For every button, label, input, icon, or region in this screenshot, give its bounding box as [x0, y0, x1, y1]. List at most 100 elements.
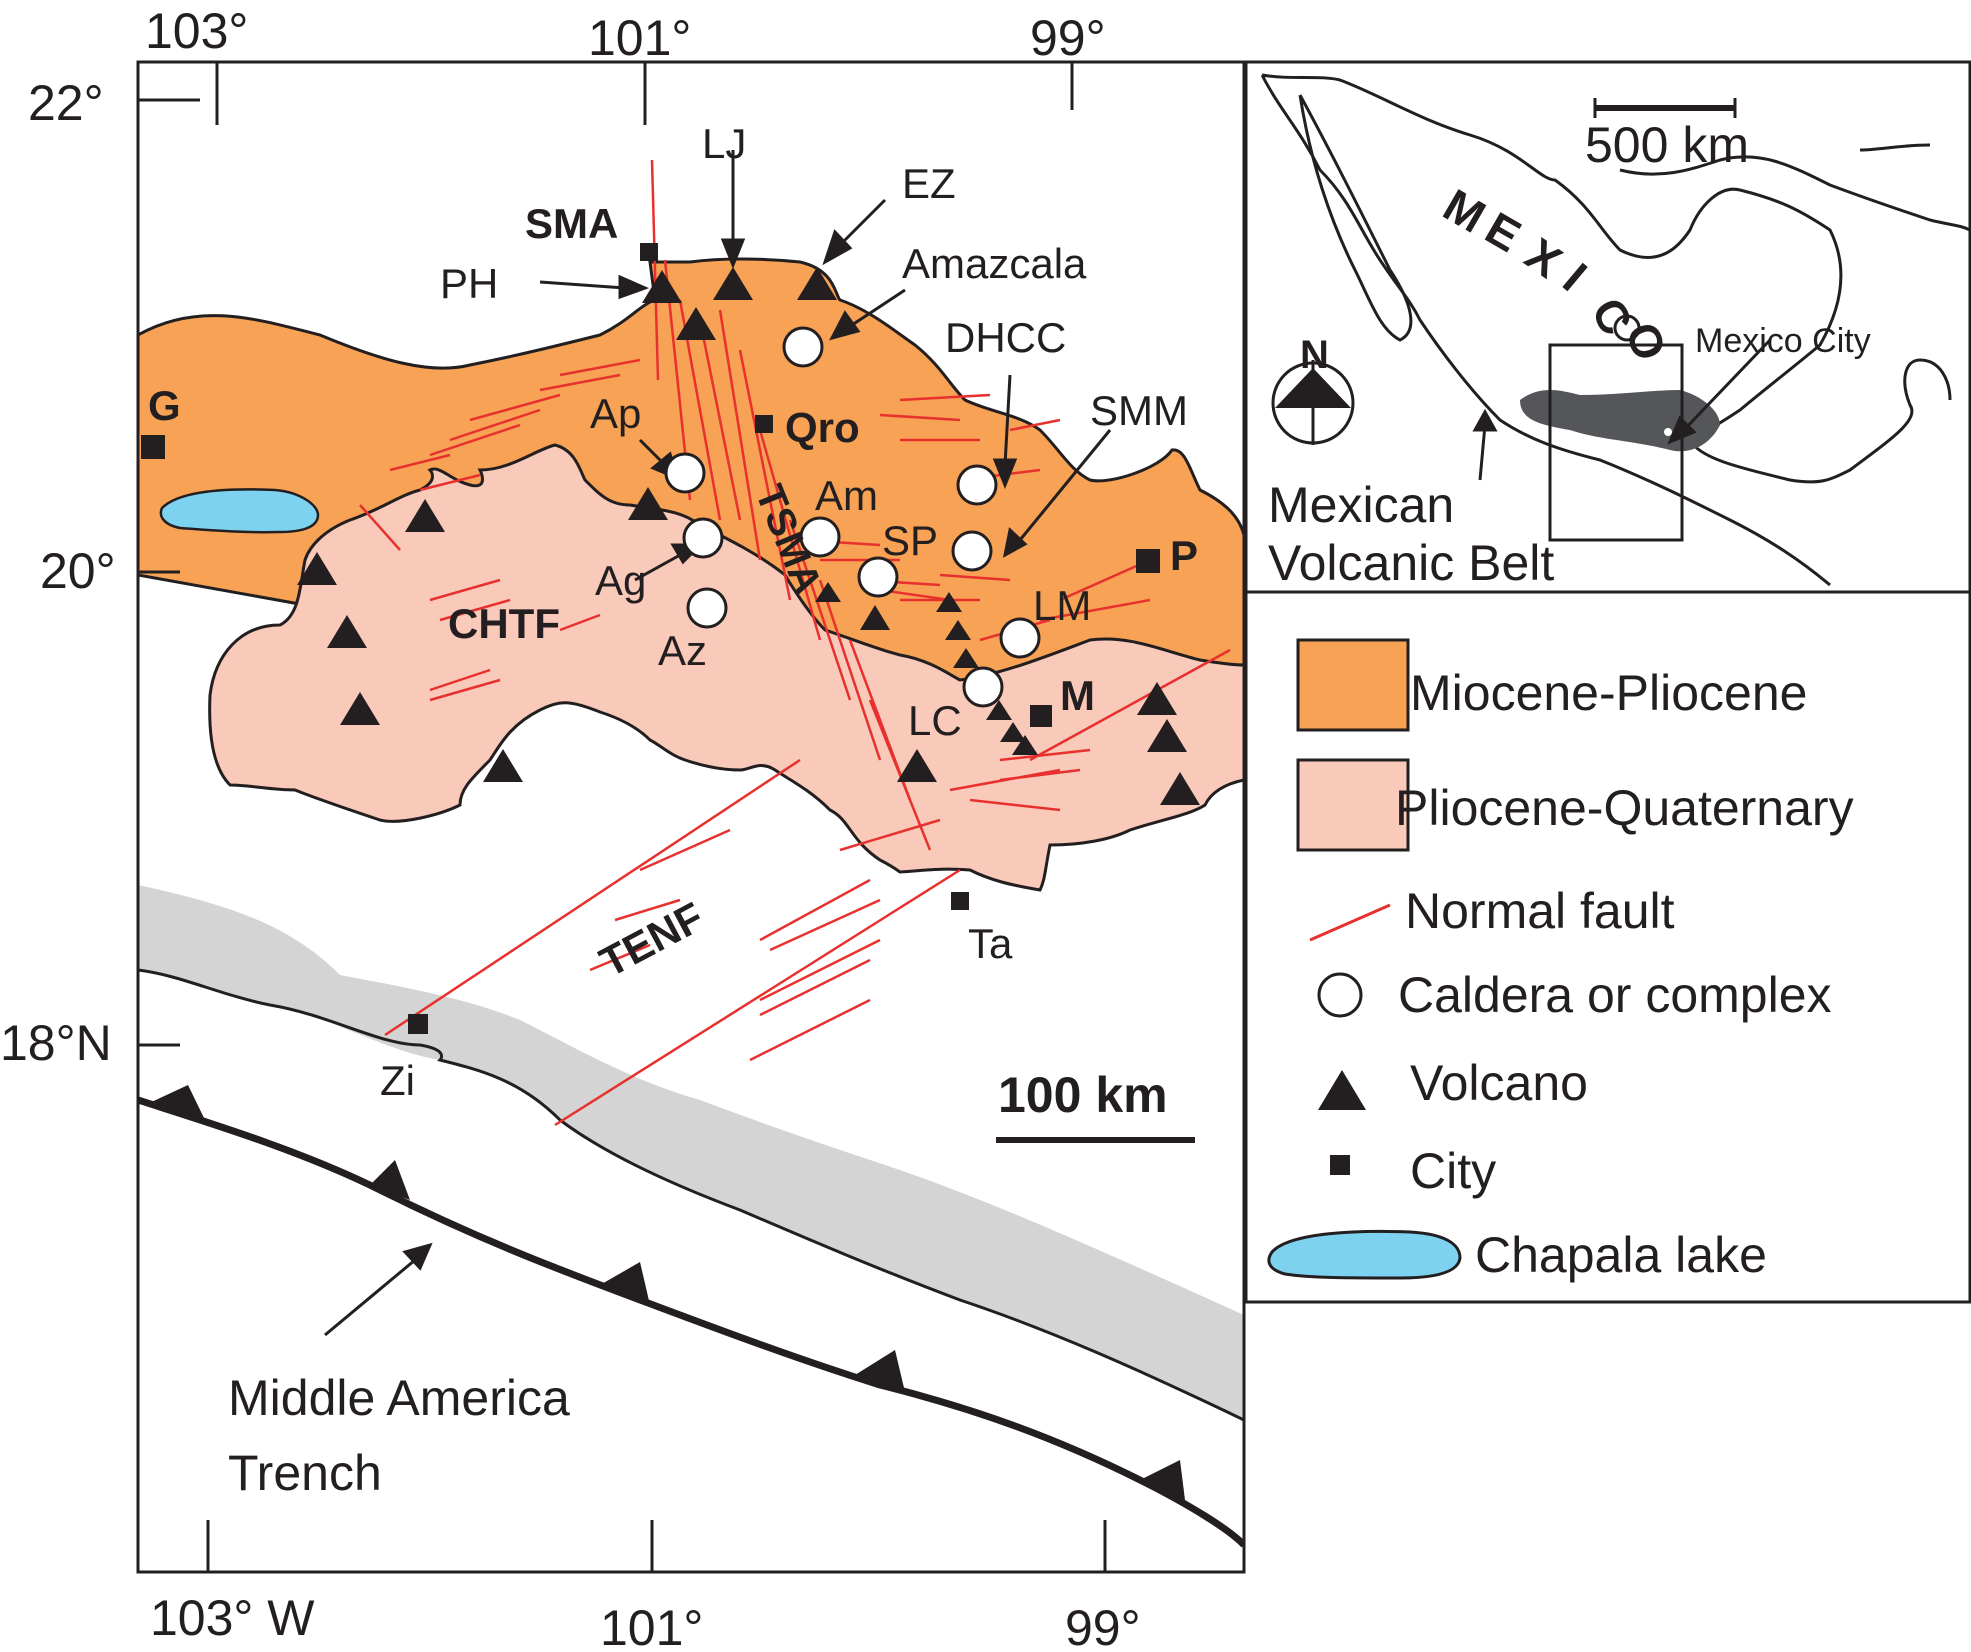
volcano-icon [713, 267, 753, 300]
volcano-icon [1000, 722, 1026, 742]
label-lc: LC [908, 697, 962, 744]
volcano-icon [860, 605, 890, 630]
volcano-icon [642, 270, 682, 303]
label-sp: SP [882, 517, 938, 564]
fault-line-icon [1309, 903, 1391, 942]
label-az: Az [658, 627, 707, 674]
volcano-icon [628, 487, 668, 520]
axis-ticks [138, 62, 1107, 1572]
top-lon-101: 101° [588, 10, 691, 66]
mexico-city-dot [1664, 428, 1672, 436]
caldera-icon [782, 326, 824, 368]
bottom-lon-101: 101° [600, 1600, 703, 1652]
city-label-m: M [1060, 672, 1095, 719]
lat-20: 20° [40, 543, 116, 599]
bottom-lon-99: 99° [1065, 1600, 1141, 1652]
coastal-band [138, 885, 1244, 1420]
legend-label-miocene: Miocene-Pliocene [1410, 665, 1807, 721]
city-square-icon [1330, 1155, 1350, 1175]
bottom-lon-103: 103° W [150, 1590, 315, 1646]
middle-america-trench [138, 1096, 1244, 1548]
city-icon [755, 415, 773, 433]
calderas [664, 326, 1041, 708]
label-am: Am [815, 472, 878, 519]
inset-northeast-coast [1619, 143, 1970, 232]
caldera-icon [682, 517, 724, 559]
legend-label-pliocene: Pliocene-Quaternary [1395, 780, 1854, 836]
city-label-p: P [1170, 532, 1198, 579]
legend-label-city: City [1410, 1143, 1496, 1199]
volcano-icon [297, 552, 337, 585]
cities [141, 243, 1160, 1034]
volcano-icon [405, 499, 445, 532]
label-ap: Ap [590, 390, 641, 437]
inset-lake-icon [1613, 314, 1641, 342]
caldera-icon [799, 516, 841, 558]
caldera-icon [857, 556, 899, 598]
label-smm: SMM [1090, 387, 1188, 434]
volcano-icon [1137, 682, 1177, 715]
lat-18: 18°N [0, 1015, 112, 1071]
inset-north-label: N [1300, 333, 1329, 377]
caldera-icon [664, 452, 706, 494]
city-icon [408, 1014, 428, 1034]
city-icon [1030, 705, 1052, 727]
volcano-icon [897, 749, 937, 782]
volcano-triangle-icon [1318, 1070, 1366, 1110]
inset-arrows [1472, 338, 1772, 481]
label-ag: Ag [595, 557, 646, 604]
legend-label-lake: Chapala lake [1475, 1227, 1767, 1283]
top-lon-103: 103° [145, 3, 248, 59]
city-label-ta: Ta [968, 920, 1013, 967]
legend-label-caldera: Caldera or complex [1398, 967, 1832, 1023]
mexico-outline [1260, 73, 1952, 587]
inset-scale-label: 500 km [1585, 117, 1749, 173]
main-map-frame [136, 60, 1246, 1574]
city-label-qro: Qro [785, 404, 860, 451]
main-scale-label: 100 km [998, 1067, 1168, 1123]
trench-label-line2: Trench [228, 1445, 382, 1501]
label-ph: PH [440, 260, 498, 307]
volcano-icon [815, 582, 841, 602]
volcano-icon [936, 592, 962, 612]
study-area-box [1548, 343, 1684, 542]
mexican-volcanic-belt [1520, 390, 1720, 452]
label-lm: LM [1033, 582, 1091, 629]
pliocene-quaternary-area [208, 443, 1244, 892]
volcano-icon [1012, 735, 1038, 755]
city-label-g: G [148, 382, 181, 429]
volcano-icon [945, 620, 971, 640]
volcano-icon [953, 648, 979, 668]
city-icon [1136, 549, 1160, 573]
normal-faults [359, 159, 1231, 1127]
caldera-circle-icon [1317, 972, 1363, 1018]
label-chtf: CHTF [448, 600, 560, 647]
city-label-sma: SMA [525, 200, 618, 247]
volcano-icon [676, 307, 716, 340]
trench-label-line1: Middle America [228, 1370, 570, 1426]
caldera-icon [956, 464, 998, 506]
label-tenf: TENF [592, 893, 711, 986]
caldera-icon [686, 587, 728, 629]
volcano-icon [797, 267, 837, 300]
city-icon [951, 892, 969, 910]
city-label-zi: Zi [380, 1057, 415, 1104]
trench-teeth [145, 1085, 1185, 1500]
pliocene-quaternary-swatch [1296, 758, 1410, 852]
inset-belt-label-1: Mexican [1268, 477, 1454, 533]
chapala-lake [159, 488, 320, 534]
label-lj: LJ [702, 120, 746, 167]
caldera-icon [962, 666, 1004, 708]
lat-22: 22° [28, 75, 104, 131]
caldera-icon [951, 530, 993, 572]
legend-label-fault: Normal fault [1405, 883, 1675, 939]
inset-belt-label-2: Volcanic Belt [1268, 535, 1554, 591]
city-icon [640, 243, 658, 261]
inset-frame [1244, 60, 1971, 594]
volcano-icon [1160, 772, 1200, 805]
caldera-icon [999, 617, 1041, 659]
volcano-icon [327, 615, 367, 648]
top-lon-99: 99° [1030, 10, 1106, 66]
lake-icon [1267, 1229, 1462, 1280]
label-amazcala: Amazcala [902, 240, 1087, 287]
